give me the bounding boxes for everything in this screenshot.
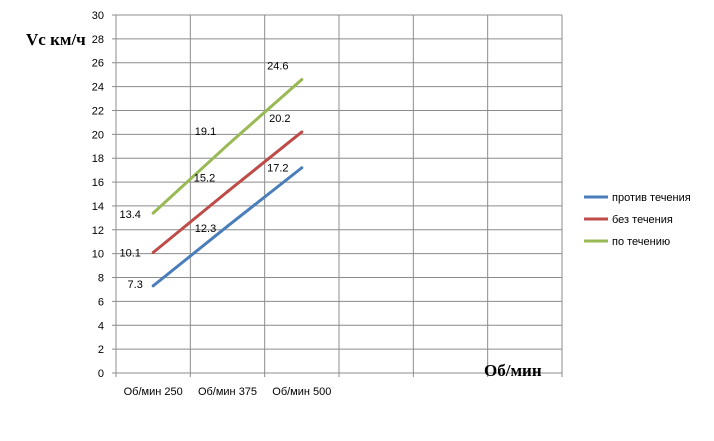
- data-label: 7.3: [128, 279, 143, 291]
- data-label: 13.4: [119, 209, 140, 221]
- data-point: [300, 130, 304, 134]
- x-tick-label: Об/мин 250: [124, 386, 183, 398]
- series: [151, 77, 304, 288]
- data-point: [300, 77, 304, 81]
- data-label: 10.1: [119, 247, 140, 259]
- y-tick-label: 22: [92, 105, 104, 117]
- data-label: 24.6: [267, 60, 288, 72]
- y-tick-label: 28: [92, 34, 104, 46]
- y-tick-label: 30: [92, 10, 104, 22]
- x-tick-label: Об/мин 375: [198, 386, 257, 398]
- y-tick-label: 16: [92, 177, 104, 189]
- y-tick-label: 4: [98, 320, 104, 332]
- data-point: [151, 284, 155, 288]
- data-label: 20.2: [269, 113, 290, 125]
- y-tick-label: 20: [92, 129, 104, 141]
- y-tick-label: 8: [98, 273, 104, 285]
- x-tick-label: Об/мин 500: [272, 386, 331, 398]
- data-label: 19.1: [195, 126, 216, 138]
- y-tick-label: 14: [92, 201, 104, 213]
- data-point: [151, 211, 155, 215]
- legend: против течения без течения по течению: [584, 192, 691, 248]
- grid: [115, 14, 563, 377]
- y-tick-label: 24: [92, 82, 104, 94]
- legend-label-1: против течения: [612, 192, 691, 204]
- y-tick-label: 0: [98, 368, 104, 380]
- y-tick-label: 10: [92, 249, 104, 261]
- legend-label-3: по течению: [612, 236, 670, 248]
- y-tick-label: 6: [98, 296, 104, 308]
- y-tick-label: 18: [92, 153, 104, 165]
- data-point: [226, 224, 229, 228]
- y-axis-title: Vс км/ч: [26, 30, 86, 49]
- y-tick-label: 26: [92, 58, 104, 70]
- y-tick-label: 12: [92, 225, 104, 237]
- data-point: [151, 250, 155, 254]
- data-point: [300, 166, 304, 170]
- x-axis-title: Об/мин: [484, 361, 542, 380]
- data-point: [226, 190, 229, 194]
- data-label: 17.2: [267, 163, 288, 175]
- y-tick-label: 2: [98, 344, 104, 356]
- data-labels: 7.3 12.3 17.2 10.1 15.2 20.2 13.4 19.1 24.6: [119, 60, 290, 290]
- legend-label-2: без течения: [612, 214, 673, 226]
- data-label: 15.2: [194, 173, 215, 185]
- data-label: 12.3: [195, 223, 216, 235]
- data-point: [226, 143, 229, 147]
